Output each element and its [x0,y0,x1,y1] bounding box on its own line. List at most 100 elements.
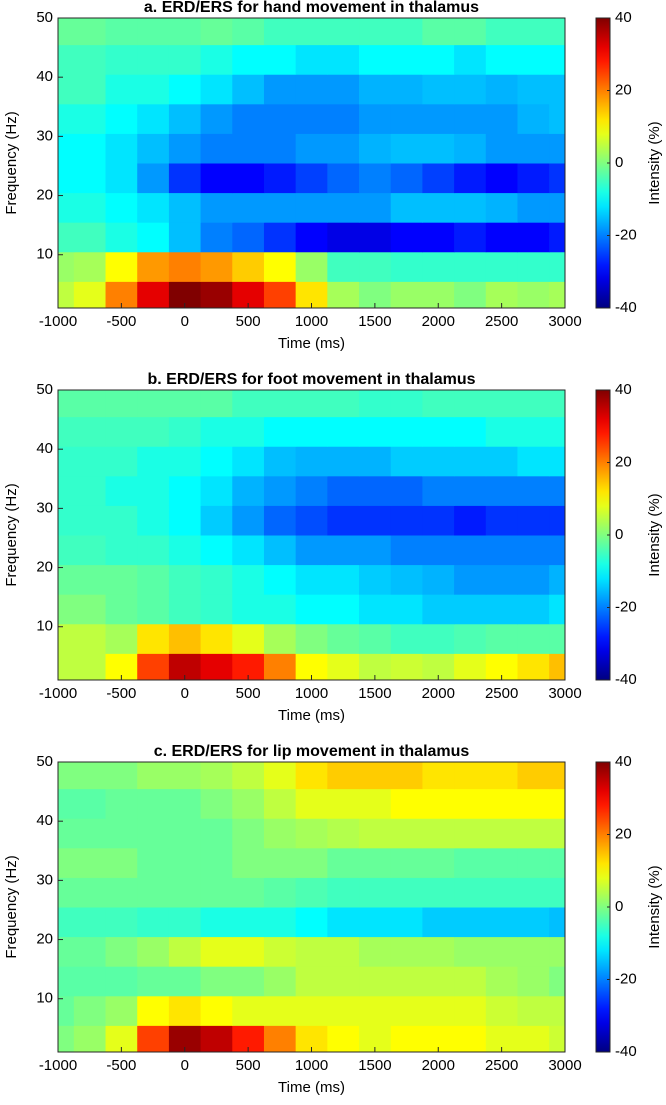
heat-cell [168,44,202,75]
heat-cell [517,788,550,819]
heat-cell [137,133,170,164]
heat-cell [517,594,550,625]
heat-cell [200,18,233,46]
heat-cell [263,995,297,1026]
heat-cell [359,103,392,134]
heat-cell [422,847,455,878]
heat-cell [168,133,202,164]
chart-title: b. ERD/ERS for foot movement in thalamus [147,371,475,388]
colorbar-tick-label: 40 [615,9,632,26]
heat-cell [263,44,297,75]
heat-cell [200,416,233,447]
heat-cell [200,74,233,105]
heat-cell [58,505,75,536]
heat-cell [485,936,518,967]
heat-cell [422,535,455,566]
heat-cell [517,623,550,654]
heat-cell [454,936,487,967]
heat-cell [73,192,107,223]
heat-cell [454,192,487,223]
heat-cell [549,936,565,967]
heat-cell [485,416,518,447]
heat-cell [454,416,487,447]
heat-cell [549,907,565,938]
heat-cell [454,222,487,253]
heat-cell [422,133,455,164]
heat-cell [232,163,265,194]
heat-cell [517,936,550,967]
heat-cell [485,995,518,1026]
x-tick-label: 3000 [548,685,581,702]
heat-cell [105,995,138,1026]
heat-cell [549,535,565,566]
x-tick-label: 3000 [548,313,581,330]
heat-cell [422,966,455,997]
heat-cell [485,788,518,819]
heat-cell [390,446,423,477]
heat-cell [168,623,202,654]
y-axis-label: Frequency (Hz) [3,483,20,586]
heat-cell [295,594,328,625]
heat-cell [485,192,518,223]
heat-cell [517,475,550,506]
heat-cell [295,74,328,105]
heat-cell [73,762,107,790]
heat-cell [422,192,455,223]
y-tick-label: 20 [36,931,53,948]
heat-cell [390,103,423,134]
heat-cell [327,907,360,938]
heat-cell [454,475,487,506]
heat-cell [200,594,233,625]
x-tick-label: 500 [236,1057,261,1074]
heat-cell [137,564,170,595]
heat-cell [359,995,392,1026]
colorbar-tick-label: -20 [615,970,637,987]
heat-cell [73,446,107,477]
colorbar-tick-label: 0 [615,526,623,543]
heat-cell [168,390,202,418]
heat-cell [327,966,360,997]
heat-cell [73,535,107,566]
heat-cell [390,564,423,595]
heat-cell [232,966,265,997]
heat-cell [200,653,233,680]
heat-cell [58,475,75,506]
heat-cell [327,416,360,447]
heat-cell [73,505,107,536]
y-tick-label: 40 [36,68,53,85]
heat-cell [58,623,75,654]
colorbar-tick-label: -40 [615,671,637,688]
heat-cell [263,74,297,105]
heat-cell [295,416,328,447]
heat-cell [327,192,360,223]
heat-cell [327,936,360,967]
heat-cell [137,535,170,566]
heat-cell [263,788,297,819]
heat-cell [549,74,565,105]
heat-cell [168,18,202,46]
heat-cell [58,907,75,938]
x-tick-label: 2500 [485,1057,518,1074]
heat-cell [200,222,233,253]
heat-cell [549,966,565,997]
heat-cell [485,251,518,282]
x-tick-label: -1000 [39,1057,77,1074]
heat-cell [137,281,170,308]
heat-cell [232,818,265,849]
heat-cell [200,251,233,282]
heat-cell [485,18,518,46]
heat-cell [517,133,550,164]
heat-cell [422,251,455,282]
y-tick-label: 20 [36,559,53,576]
heat-cell [73,877,107,908]
heat-cell [168,475,202,506]
heat-cell [485,818,518,849]
heat-cell [137,818,170,849]
heat-cell [454,788,487,819]
chart-title: a. ERD/ERS for hand movement in thalamus [144,0,479,16]
heat-cell [485,847,518,878]
heat-cell [73,1025,107,1052]
heat-cell [359,44,392,75]
heat-cell [454,1025,487,1052]
heat-cell [200,163,233,194]
